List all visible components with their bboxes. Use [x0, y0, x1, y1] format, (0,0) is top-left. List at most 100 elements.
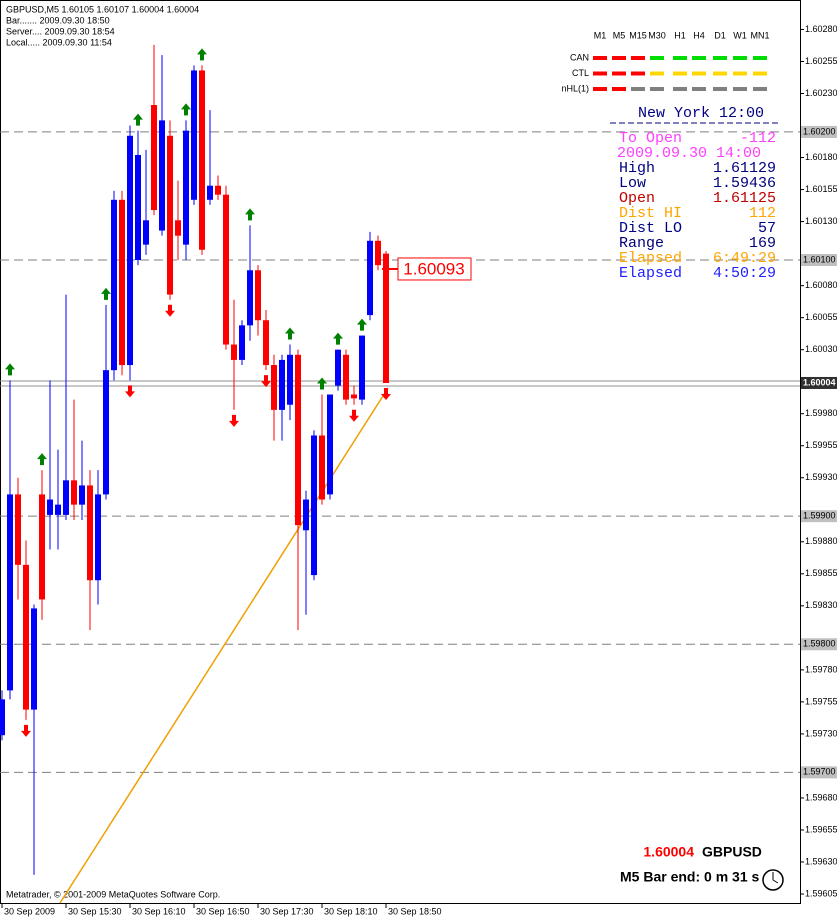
status-dash: [673, 87, 687, 91]
stat-value: 1.61125: [713, 190, 776, 207]
status-dash: [593, 87, 607, 91]
level-box: [801, 638, 837, 651]
candle-body: [151, 105, 157, 211]
down-arrow: [229, 414, 239, 427]
price-box-label: 1.60004: [803, 377, 836, 387]
candle-body: [383, 253, 389, 383]
stat-label: High: [619, 160, 655, 177]
candle-body: [63, 480, 69, 515]
x-tick-label: 30 Sep 15:30: [68, 906, 122, 916]
y-tick-label: 1.59955: [805, 440, 837, 450]
plot-frame: [0, 0, 801, 904]
y-tick-label: 1.60155: [805, 184, 837, 194]
down-arrow: [349, 409, 359, 422]
candle-body: [183, 130, 189, 245]
y-tick-label: 1.59780: [805, 664, 837, 674]
level-box: [801, 254, 837, 267]
stat-value: 57: [758, 220, 776, 237]
candle-body: [279, 359, 285, 410]
candle-body: [31, 608, 37, 710]
candle-body: [327, 394, 333, 495]
stat-label: Elapsed: [619, 265, 682, 282]
candle-body: [239, 325, 245, 360]
down-arrow: [381, 387, 391, 400]
candle-body: [143, 220, 149, 245]
status-dash: [650, 71, 664, 76]
timeframe-label: MN1: [750, 30, 769, 40]
stat-value: 1.59436: [713, 175, 776, 192]
timeframe-label: M1: [594, 30, 607, 40]
candle-body: [367, 240, 373, 316]
x-tick-label: 30 Sep 16:50: [196, 906, 250, 916]
timeframe-label: M15: [629, 30, 647, 40]
candle-body: [0, 699, 5, 736]
stat-label: Range: [619, 235, 664, 252]
timeframe-label: H4: [693, 30, 705, 40]
candle-body: [311, 435, 317, 576]
up-arrow: [37, 453, 47, 466]
status-dash: [713, 56, 727, 60]
info-line: Local..... 2009.09.30 11:54: [6, 37, 112, 47]
row-label: nHL(1): [561, 83, 589, 93]
status-dash: [753, 71, 767, 76]
status-dash: [650, 87, 664, 91]
up-arrow: [245, 208, 255, 221]
stat-value: 169: [749, 235, 776, 252]
timeframe-label: M30: [648, 30, 666, 40]
y-tick-label: 1.59680: [805, 792, 837, 802]
up-arrow: [181, 103, 191, 116]
status-dash: [753, 87, 767, 91]
candle-body: [159, 120, 165, 231]
candle-body: [191, 70, 197, 200]
candle-body: [231, 344, 237, 360]
y-tick-label: 1.59755: [805, 696, 837, 706]
x-tick-label: 30 Sep 18:10: [324, 906, 378, 916]
status-dash: [593, 56, 607, 60]
info-line: Bar....... 2009.09.30 18:50: [6, 15, 110, 25]
level-box: [801, 510, 837, 523]
x-tick-label: 30 Sep 2009: [4, 906, 55, 916]
candle-body: [71, 480, 77, 505]
candle-body: [135, 154, 141, 261]
stat-value: 112: [749, 205, 776, 222]
status-dash: [673, 56, 687, 60]
price-box: [801, 376, 837, 389]
up-arrow: [285, 327, 295, 340]
y-tick-label: 1.60255: [805, 56, 837, 66]
down-arrow: [21, 724, 31, 737]
up-arrow: [133, 113, 143, 126]
status-dash: [631, 87, 645, 91]
y-tick-label: 1.59655: [805, 824, 837, 834]
y-tick-label: 1.60180: [805, 152, 837, 162]
candle-body: [375, 240, 381, 266]
down-arrow: [165, 304, 175, 317]
candle-body: [55, 504, 61, 515]
y-tick-label: 1.59630: [805, 856, 837, 866]
candle-body: [15, 494, 21, 565]
footer-price: 1.60004: [643, 844, 694, 860]
status-dash: [612, 71, 626, 76]
clock-label: New York 12:00: [638, 105, 764, 122]
up-arrow: [333, 332, 343, 345]
status-dash: [692, 87, 706, 91]
y-tick-label: 1.59880: [805, 536, 837, 546]
y-tick-label: 1.60130: [805, 216, 837, 226]
candle-body: [167, 135, 173, 295]
candle-body: [207, 185, 213, 200]
row-label: CAN: [570, 52, 589, 62]
status-dash: [631, 71, 645, 76]
level-label: 1.59700: [803, 767, 836, 777]
row-label: CTL: [572, 68, 589, 78]
candle-body: [319, 435, 325, 500]
candle-body: [351, 394, 357, 399]
trendline: [59, 387, 389, 904]
level-label: 1.60100: [803, 254, 836, 264]
y-tick-label: 1.60080: [805, 280, 837, 290]
down-arrow: [261, 375, 271, 388]
candle-body: [303, 499, 309, 531]
timeframe-label: W1: [733, 30, 747, 40]
timeframe-label: D1: [714, 30, 726, 40]
y-tick-label: 1.59980: [805, 408, 837, 418]
price-label: 1.60093: [403, 259, 464, 278]
